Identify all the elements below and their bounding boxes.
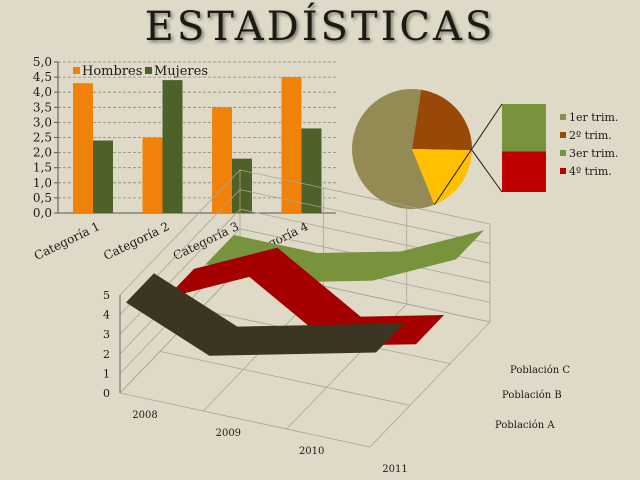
legend-swatch — [145, 67, 152, 74]
z-tick-label: 1 — [103, 367, 110, 380]
gridline — [159, 350, 411, 406]
pie-slice — [412, 149, 472, 205]
connector-line — [471, 149, 503, 193]
legend-swatch — [73, 67, 80, 74]
y-tick-label: 3,5 — [33, 100, 52, 114]
ribbon-poblacina — [126, 273, 404, 356]
y-tick-label: 2,5 — [33, 131, 52, 145]
z-tick-label: 5 — [103, 289, 110, 302]
bar-hombres — [142, 137, 163, 213]
legend-label: Hombres — [82, 64, 142, 79]
x-tick-label: 2009 — [216, 428, 241, 439]
x-tick-label: 2011 — [382, 464, 407, 475]
series-label: Población C — [510, 365, 570, 376]
bar-hombres — [281, 77, 302, 213]
x-tick-label: 2008 — [132, 410, 157, 421]
bar-mujeres — [162, 80, 183, 214]
legend-label: 4º trim. — [569, 165, 612, 178]
series-label: Población A — [495, 420, 555, 431]
legend-label: 3er trim. — [569, 147, 618, 160]
y-tick-label: 2,0 — [33, 146, 52, 160]
z-tick-label: 2 — [103, 348, 110, 361]
gridline — [119, 392, 371, 448]
legend-swatch — [560, 132, 566, 138]
y-tick-label: 1,0 — [33, 176, 52, 190]
ribbon-poblacinb — [166, 247, 444, 346]
y-tick-label: 0,0 — [33, 206, 52, 220]
pie-bar-segment — [502, 104, 546, 152]
y-tick-label: 5,0 — [33, 55, 52, 69]
y-tick-label: 4,5 — [33, 70, 52, 84]
bar-mujeres — [301, 128, 322, 213]
pie-slice — [412, 89, 473, 151]
z-tick-label: 3 — [103, 328, 110, 341]
z-tick-label: 0 — [103, 387, 110, 400]
series-label: Población B — [502, 390, 562, 401]
legend-swatch — [560, 150, 566, 156]
legend-swatch — [560, 114, 566, 120]
y-tick-label: 4,0 — [33, 85, 52, 99]
y-tick-label: 1,5 — [33, 161, 52, 175]
y-tick-label: 0,5 — [33, 191, 52, 205]
legend-label: 1er trim. — [569, 111, 618, 124]
page-title: ESTADÍSTICAS — [144, 4, 496, 50]
z-tick-label: 4 — [103, 309, 110, 322]
legend-label: 2º trim. — [569, 129, 612, 142]
legend-swatch — [560, 168, 566, 174]
connector-line — [434, 103, 503, 205]
y-tick-label: 3,0 — [33, 115, 52, 129]
pie-bar-segment — [502, 151, 546, 192]
x-tick-label: 2010 — [299, 446, 324, 457]
bar-mujeres — [93, 140, 113, 213]
bar-hombres — [73, 83, 93, 213]
pie-slice — [352, 88, 435, 210]
bar-mujeres — [232, 158, 252, 213]
legend-label: Mujeres — [154, 64, 208, 79]
bar-hombres — [212, 107, 232, 213]
